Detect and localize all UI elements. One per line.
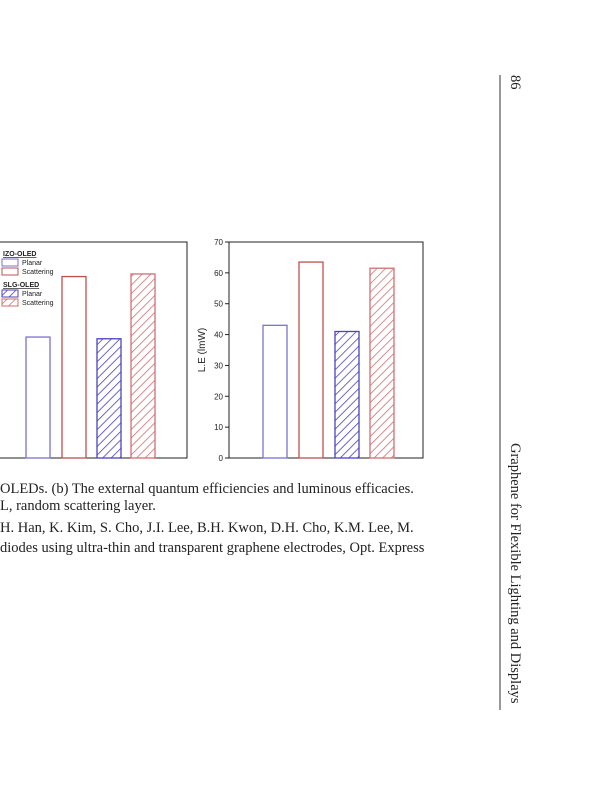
y-tick-label: 70 bbox=[214, 238, 223, 247]
running-title: Graphene for Flexible Lighting and Displ… bbox=[507, 443, 523, 704]
legend-swatch bbox=[1, 267, 19, 276]
bar bbox=[298, 261, 324, 459]
y-tick-label: 20 bbox=[214, 392, 223, 401]
legend-swatch bbox=[1, 258, 19, 267]
bar bbox=[61, 275, 87, 459]
y-tick-label: 60 bbox=[214, 269, 223, 278]
bar bbox=[25, 336, 51, 459]
legend-label: Scattering bbox=[22, 269, 54, 276]
legend-swatch bbox=[1, 298, 19, 307]
bar bbox=[262, 324, 288, 459]
y-tick-label: 50 bbox=[214, 300, 223, 309]
plot-frame bbox=[0, 241, 188, 459]
legend-swatch bbox=[1, 289, 19, 298]
legend-title: IZO-OLED bbox=[3, 251, 36, 258]
bar bbox=[334, 330, 360, 459]
bar bbox=[130, 273, 156, 459]
legend-label: Planar bbox=[22, 291, 43, 298]
reference-line: H. Han, K. Kim, S. Cho, J.I. Lee, B.H. K… bbox=[0, 520, 414, 536]
page-number: 86 bbox=[507, 75, 523, 90]
y-tick-label: 30 bbox=[214, 361, 223, 370]
y-tick-label: 0 bbox=[219, 454, 224, 463]
bar bbox=[96, 338, 122, 459]
legend-title: SLG-OLED bbox=[3, 282, 39, 289]
legend-label: Scattering bbox=[22, 300, 54, 307]
y-tick-label: 10 bbox=[214, 423, 223, 432]
y-tick-label: 40 bbox=[214, 331, 223, 340]
plot-frame bbox=[228, 241, 424, 459]
y-axis-label: L.E (lmW) bbox=[197, 328, 208, 372]
legend-label: Planar bbox=[22, 260, 43, 267]
caption-line: OLEDs. (b) The external quantum efficien… bbox=[0, 481, 414, 497]
reference-line: diodes using ultra-thin and transparent … bbox=[0, 540, 425, 556]
bar bbox=[369, 267, 395, 459]
caption-line: L, random scattering layer. bbox=[0, 498, 156, 514]
